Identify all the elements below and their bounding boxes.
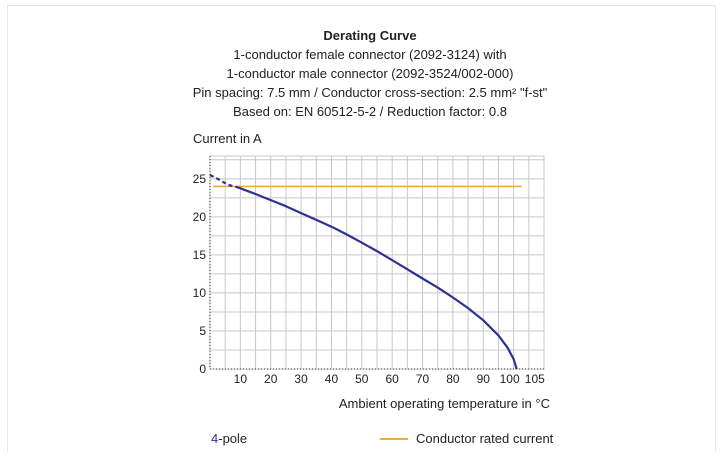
x-tick-label: 60 [386,372,400,386]
x-tick-label: 20 [264,372,278,386]
x-tick-label: 100 [500,372,520,386]
x-tick-label: 80 [446,372,460,386]
x-tick-label: 40 [325,372,339,386]
x-tick-label: 90 [477,372,491,386]
y-tick-label: 0 [199,362,206,376]
y-tick-label: 25 [193,172,207,186]
x-tick-label: 30 [294,372,308,386]
legend-4-pole: 4-pole [211,431,247,446]
chart-title: Derating Curve [323,28,417,43]
legend-pole-number: 4 [211,431,219,446]
legend-pole-suffix: -pole [218,431,248,446]
subtitle-4: Based on: EN 60512-5-2 / Reduction facto… [233,104,507,119]
legend-rated-swatch [380,437,408,440]
subtitle-2: 1-conductor male connector (2092-3524/00… [226,66,514,81]
legend-rated-label: Conductor rated current [416,431,554,446]
x-axis-label: Ambient operating temperature in °C [338,396,550,411]
y-tick-label: 5 [199,324,206,338]
x-tick-label: 105 [525,372,545,386]
series-4-pole-line [236,186,518,370]
chart-title-block: Derating Curve 1-conductor female connec… [0,26,723,121]
subtitle-3: Pin spacing: 7.5 mm / Conductor cross-se… [192,85,548,100]
x-tick-label: 50 [355,372,369,386]
subtitle-1: 1-conductor female connector (2092-3124)… [233,47,507,62]
y-tick-label: 20 [193,210,207,224]
x-tick-label: 10 [234,372,248,386]
y-tick-label: 10 [193,286,207,300]
y-tick-label: 15 [193,248,207,262]
y-axis-label: Current in A [193,131,262,146]
series-4-pole-dashed [209,174,238,189]
legend-rated-current: Conductor rated current [380,431,553,446]
x-tick-label: 70 [416,372,430,386]
chart-frame [7,5,716,452]
